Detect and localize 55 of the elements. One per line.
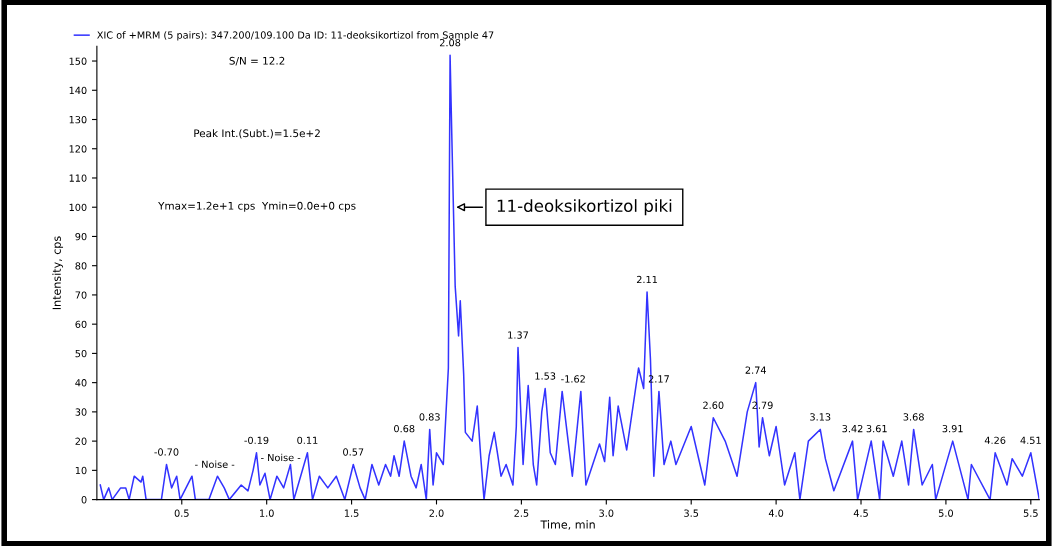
x-tick-label: 2.5: [514, 509, 529, 517]
annotation: 2.74: [745, 366, 767, 374]
annotation: Ymax=1.2e+1 cps Ymin=0.0e+0 cps: [158, 201, 356, 212]
annotation: 4.26: [984, 436, 1006, 444]
annotation: 2.11: [636, 275, 657, 284]
y-tick-label: 100: [69, 203, 87, 212]
y-tick-label: 30: [75, 408, 87, 416]
annotation: 2.60: [703, 401, 724, 409]
annotation: Peak Int.(Subt.)=1.5e+2: [194, 129, 320, 139]
x-tick-label: 3.0: [599, 509, 614, 517]
y-tick-label: 0: [81, 496, 87, 504]
y-tick-label: 130: [69, 115, 87, 124]
annotation: 0.11: [297, 436, 318, 444]
x-tick-label: 2.0: [429, 509, 444, 517]
annotation: 0.57: [343, 448, 364, 456]
annotation: 1.53: [535, 372, 556, 380]
x-tick-label: 4.0: [768, 509, 784, 517]
y-tick-label: 110: [69, 174, 87, 182]
x-tick-label: 0.5: [174, 509, 189, 517]
annotation: 3.68: [903, 413, 924, 421]
x-tick-label: 5.5: [1023, 509, 1038, 517]
annotation: 11-deoksikortizol piki: [497, 199, 672, 216]
y-tick-label: 150: [69, 57, 87, 65]
y-tick-label: 140: [69, 86, 87, 95]
y-tick-label: 20: [75, 437, 87, 445]
annotation: 1.37: [508, 331, 528, 339]
annotation: 4.51: [1020, 436, 1041, 444]
x-tick-label: 1.0: [260, 509, 274, 517]
annotation: 2.08: [439, 39, 461, 47]
x-tick-label: 3.5: [684, 509, 699, 517]
annotation: 3.13: [810, 413, 831, 421]
y-tick-label: 70: [75, 291, 87, 299]
x-tick-label: 1.5: [344, 509, 359, 517]
annotation: -0.70: [154, 448, 179, 456]
annotation: -0.19: [244, 436, 269, 444]
y-tick-label: 10: [75, 466, 87, 475]
annotation: 3.42: [842, 424, 863, 433]
annotation: 0.68: [394, 424, 415, 433]
y-tick-label: 40: [75, 379, 87, 387]
annotation: 3.91: [942, 424, 963, 433]
x-tick-label: 5.0: [938, 509, 953, 517]
annotation: S/N = 12.2: [229, 56, 285, 66]
annotation: 3.61: [866, 424, 887, 433]
annotation: - Noise -: [261, 453, 301, 462]
y-tick-label: 80: [75, 262, 87, 270]
annotation: -1.62: [561, 375, 585, 383]
y-tick-label: 50: [75, 349, 87, 358]
annotation: - Noise -: [195, 460, 235, 469]
x-axis-title: Time, min: [540, 520, 595, 530]
y-axis-title: Intensity, cps: [52, 236, 64, 310]
x-tick-label: 4.5: [853, 509, 868, 517]
y-tick-label: 120: [69, 145, 87, 153]
y-tick-label: 90: [75, 232, 87, 241]
annotation: 0.83: [419, 413, 440, 421]
y-tick-label: 60: [75, 320, 87, 328]
